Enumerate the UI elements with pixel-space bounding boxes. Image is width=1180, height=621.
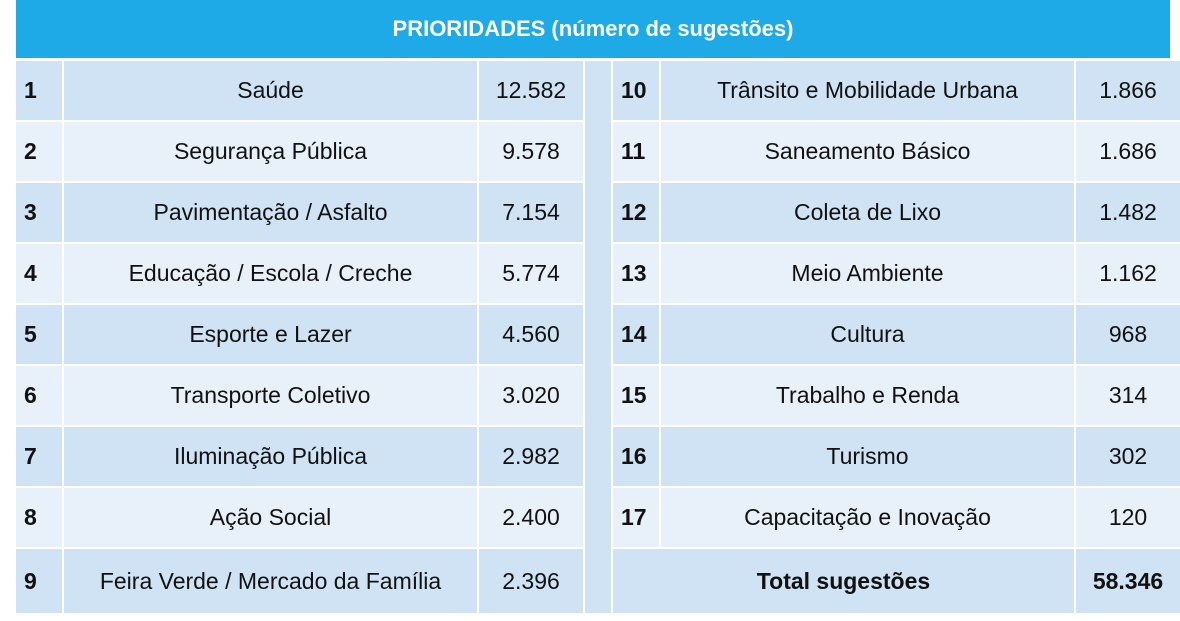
column-separator xyxy=(585,61,611,613)
category-cell: Pavimentação / Asfalto xyxy=(64,183,477,242)
category-cell: Esporte e Lazer xyxy=(64,305,477,364)
category-cell: Coleta de Lixo xyxy=(661,183,1074,242)
rank-cell: 10 xyxy=(613,61,659,120)
rank-cell: 5 xyxy=(16,305,62,364)
rank-cell: 2 xyxy=(16,122,62,181)
category-cell: Capacitação e Inovação xyxy=(661,488,1074,547)
count-cell: 2.396 xyxy=(479,549,583,613)
count-cell: 2.400 xyxy=(479,488,583,547)
category-cell: Cultura xyxy=(661,305,1074,364)
count-cell: 968 xyxy=(1076,305,1180,364)
rank-cell: 12 xyxy=(613,183,659,242)
category-cell: Turismo xyxy=(661,427,1074,486)
category-cell: Feira Verde / Mercado da Família xyxy=(64,549,477,613)
count-cell: 3.020 xyxy=(479,366,583,425)
count-cell: 1.482 xyxy=(1076,183,1180,242)
count-cell: 1.686 xyxy=(1076,122,1180,181)
count-cell: 1.162 xyxy=(1076,244,1180,303)
count-cell: 1.866 xyxy=(1076,61,1180,120)
count-cell: 12.582 xyxy=(479,61,583,120)
rank-cell: 13 xyxy=(613,244,659,303)
total-label: Total sugestões xyxy=(613,549,1074,613)
category-cell: Iluminação Pública xyxy=(64,427,477,486)
rank-cell: 6 xyxy=(16,366,62,425)
category-cell: Segurança Pública xyxy=(64,122,477,181)
rank-cell: 11 xyxy=(613,122,659,181)
category-cell: Ação Social xyxy=(64,488,477,547)
rank-cell: 17 xyxy=(613,488,659,547)
category-cell: Educação / Escola / Creche xyxy=(64,244,477,303)
category-cell: Saúde xyxy=(64,61,477,120)
category-cell: Meio Ambiente xyxy=(661,244,1074,303)
rank-cell: 14 xyxy=(613,305,659,364)
count-cell: 120 xyxy=(1076,488,1180,547)
rank-cell: 16 xyxy=(613,427,659,486)
rank-cell: 15 xyxy=(613,366,659,425)
rank-cell: 4 xyxy=(16,244,62,303)
category-cell: Trânsito e Mobilidade Urbana xyxy=(661,61,1074,120)
rank-cell: 9 xyxy=(16,549,62,613)
priorities-table: 1 Saúde 12.582 2 Segurança Pública 9.578… xyxy=(16,61,1180,613)
total-value: 58.346 xyxy=(1076,549,1180,613)
category-cell: Trabalho e Renda xyxy=(661,366,1074,425)
count-cell: 314 xyxy=(1076,366,1180,425)
category-cell: Transporte Coletivo xyxy=(64,366,477,425)
table-title: PRIORIDADES (número de sugestões) xyxy=(16,0,1170,58)
rank-cell: 8 xyxy=(16,488,62,547)
count-cell: 302 xyxy=(1076,427,1180,486)
rank-cell: 3 xyxy=(16,183,62,242)
category-cell: Saneamento Básico xyxy=(661,122,1074,181)
count-cell: 7.154 xyxy=(479,183,583,242)
rank-cell: 1 xyxy=(16,61,62,120)
count-cell: 4.560 xyxy=(479,305,583,364)
count-cell: 9.578 xyxy=(479,122,583,181)
rank-cell: 7 xyxy=(16,427,62,486)
count-cell: 5.774 xyxy=(479,244,583,303)
count-cell: 2.982 xyxy=(479,427,583,486)
